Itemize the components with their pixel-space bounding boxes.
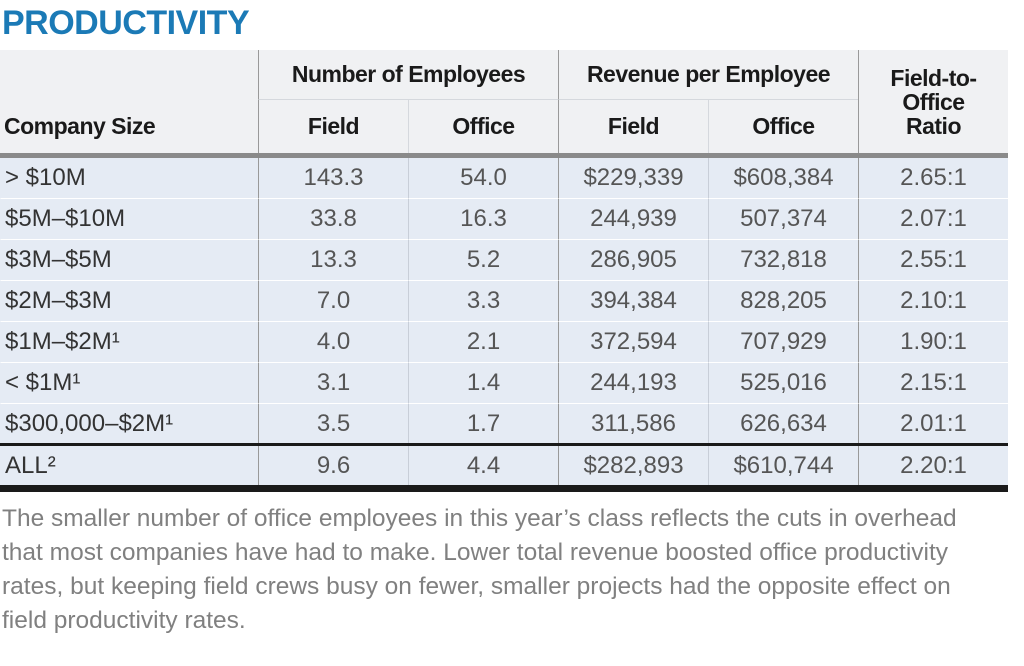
group-header: Number of Employees: [258, 50, 558, 100]
table-cell: 2.1: [408, 322, 558, 363]
table-cell: 3.5: [258, 404, 408, 445]
table-cell: 828,205: [708, 281, 858, 322]
table-cell: 2.65:1: [858, 158, 1008, 199]
table-cell: 244,193: [558, 363, 708, 404]
table-cell: 33.8: [258, 199, 408, 240]
caption: The smaller number of office employees i…: [2, 505, 957, 634]
bottom-rule: [0, 485, 1008, 492]
table-cell: 2.55:1: [858, 240, 1008, 281]
table-cell: 286,905: [558, 240, 708, 281]
table-cell: 2.07:1: [858, 199, 1008, 240]
table-cell: $2M–$3M: [0, 281, 258, 322]
table-cell: 54.0: [408, 158, 558, 199]
corner-header: Company Size: [4, 113, 156, 139]
table-cell: 3.3: [408, 281, 558, 322]
table-cell: 244,939: [558, 199, 708, 240]
sub-header: Office: [408, 100, 558, 153]
table-cell: $1M–$2M¹: [0, 322, 258, 363]
table-cell: 525,016: [708, 363, 858, 404]
table-cell: < $1M¹: [0, 363, 258, 404]
table-cell: $3M–$5M: [0, 240, 258, 281]
table-cell: 2.01:1: [858, 404, 1008, 445]
table-cell: 1.4: [408, 363, 558, 404]
table-cell: 2.15:1: [858, 363, 1008, 404]
table-cell: 5.2: [408, 240, 558, 281]
table-cell: 311,586: [558, 404, 708, 445]
table-cell: > $10M: [0, 158, 258, 199]
sub-header: Office: [708, 100, 858, 153]
table-cell: 9.6: [258, 446, 408, 487]
table-cell: 394,384: [558, 281, 708, 322]
table-cell: 2.20:1: [858, 446, 1008, 487]
table-cell: 732,818: [708, 240, 858, 281]
table-cell: 1.90:1: [858, 322, 1008, 363]
table-cell: 143.3: [258, 158, 408, 199]
table-cell: 707,929: [708, 322, 858, 363]
total-rule: [0, 443, 1008, 446]
title: PRODUCTIVITY: [2, 4, 250, 42]
table-cell: 1.7: [408, 404, 558, 445]
table-cell: 3.1: [258, 363, 408, 404]
table-cell: 4.4: [408, 446, 558, 487]
table-cell: ALL²: [0, 446, 258, 487]
sub-header: Field: [258, 100, 408, 153]
table-cell: 4.0: [258, 322, 408, 363]
sub-header: Field: [558, 100, 708, 153]
table-cell: $608,384: [708, 158, 858, 199]
table-cell: 13.3: [258, 240, 408, 281]
table-cell: 626,634: [708, 404, 858, 445]
table-cell: 16.3: [408, 199, 558, 240]
table-cell: $282,893: [558, 446, 708, 487]
table-cell: 2.10:1: [858, 281, 1008, 322]
header-bg: [0, 50, 1008, 153]
table-cell: 372,594: [558, 322, 708, 363]
group-header: Revenue per Employee: [558, 50, 858, 100]
table-cell: $300,000–$2M¹: [0, 404, 258, 445]
table-cell: 7.0: [258, 281, 408, 322]
ratio-header: Field-to-Office Ratio: [858, 50, 1008, 153]
table-cell: 507,374: [708, 199, 858, 240]
header-rule: [0, 153, 1008, 158]
table-cell: $610,744: [708, 446, 858, 487]
table-cell: $229,339: [558, 158, 708, 199]
table-cell: $5M–$10M: [0, 199, 258, 240]
